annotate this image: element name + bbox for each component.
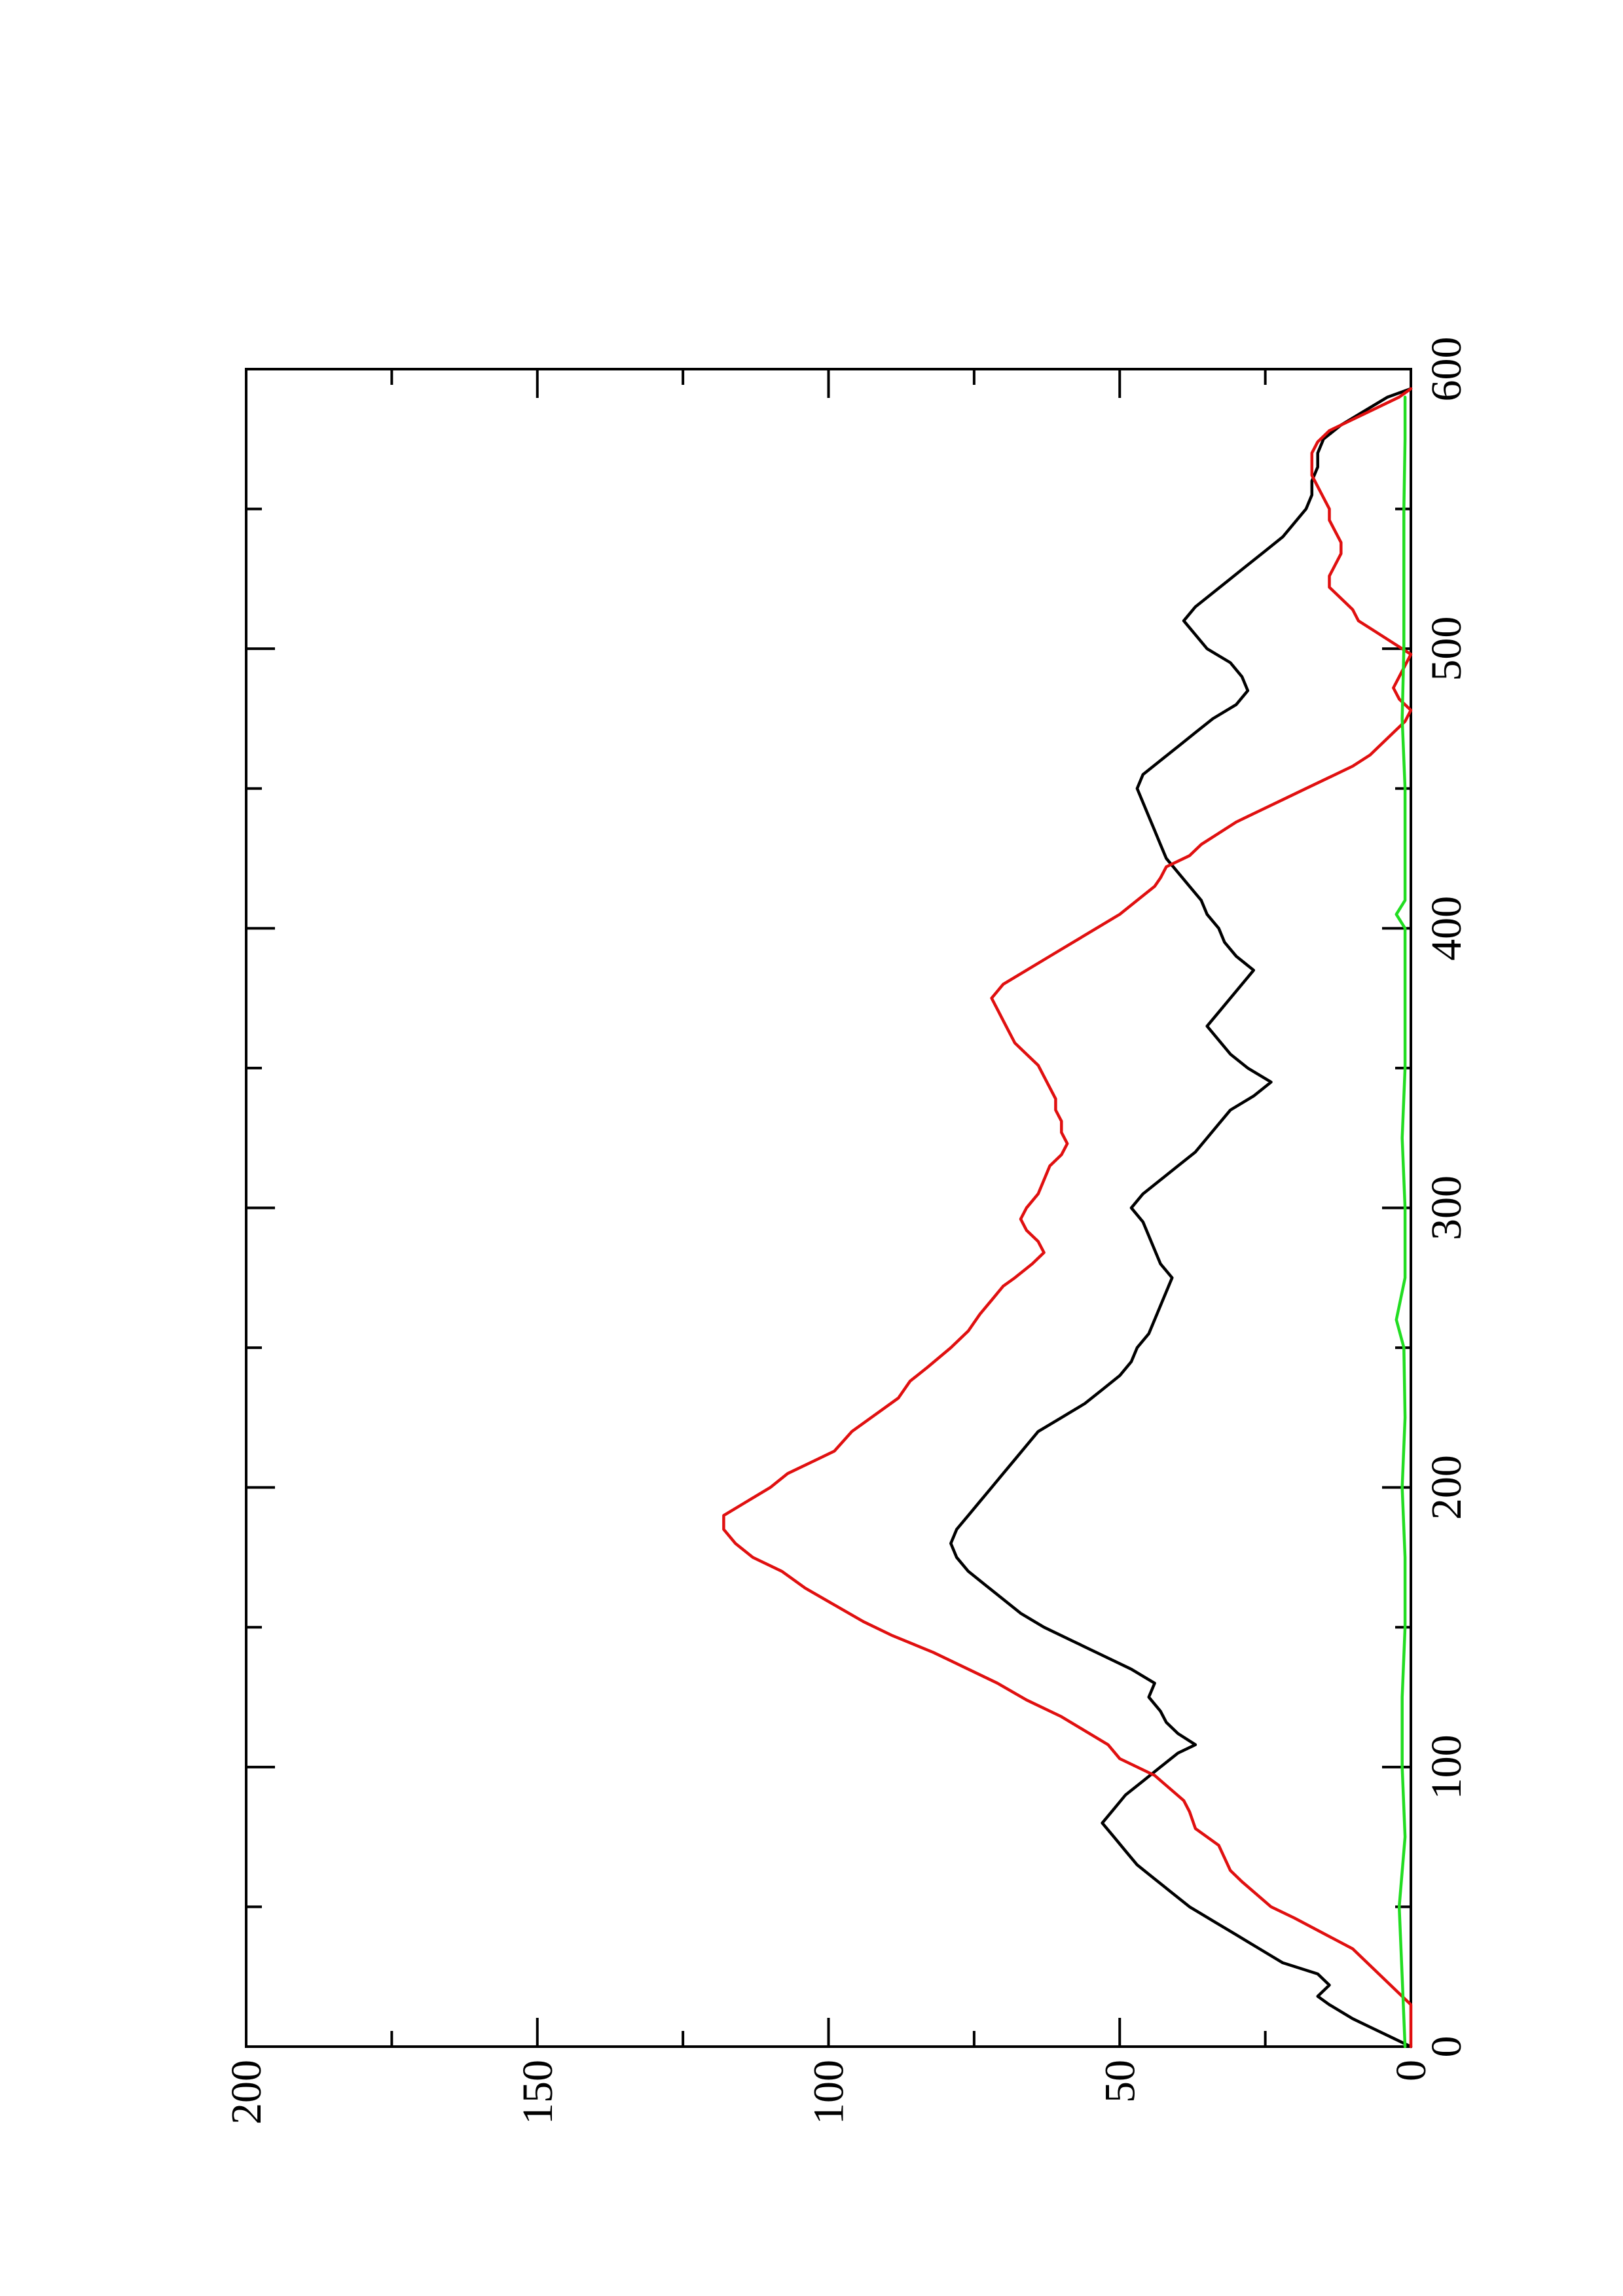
y-tick-label: 50 xyxy=(1096,2060,1144,2103)
y-tick-label: 100 xyxy=(805,2060,853,2125)
series-line-2 xyxy=(722,387,1413,2049)
data-series xyxy=(722,387,1413,2049)
x-tick-label: 200 xyxy=(1423,1455,1470,1520)
series-line-1 xyxy=(949,387,1413,2049)
x-tick-label: 400 xyxy=(1423,896,1470,961)
x-tick-label: 500 xyxy=(1423,617,1470,681)
y-tick-label: 150 xyxy=(514,2060,562,2125)
rotated-plot-area: 0 100 200 300 400 500 600 0 50 100 150 200 xyxy=(223,337,1470,2125)
x-tick-label: 100 xyxy=(1423,1734,1470,1799)
y-tick-label: 200 xyxy=(223,2060,270,2125)
x-tick-label: 600 xyxy=(1423,337,1470,402)
y-tick-label: 0 xyxy=(1387,2060,1435,2081)
x-tick-label: 300 xyxy=(1423,1175,1470,1240)
axis-ticks xyxy=(245,368,1412,2048)
series-line-3 xyxy=(1395,395,1407,2049)
x-tick-label: 0 xyxy=(1423,2036,1470,2058)
plot-frame xyxy=(245,368,1412,2048)
axis-tick-labels: 0 100 200 300 400 500 600 0 50 100 150 200 xyxy=(223,337,1470,2125)
